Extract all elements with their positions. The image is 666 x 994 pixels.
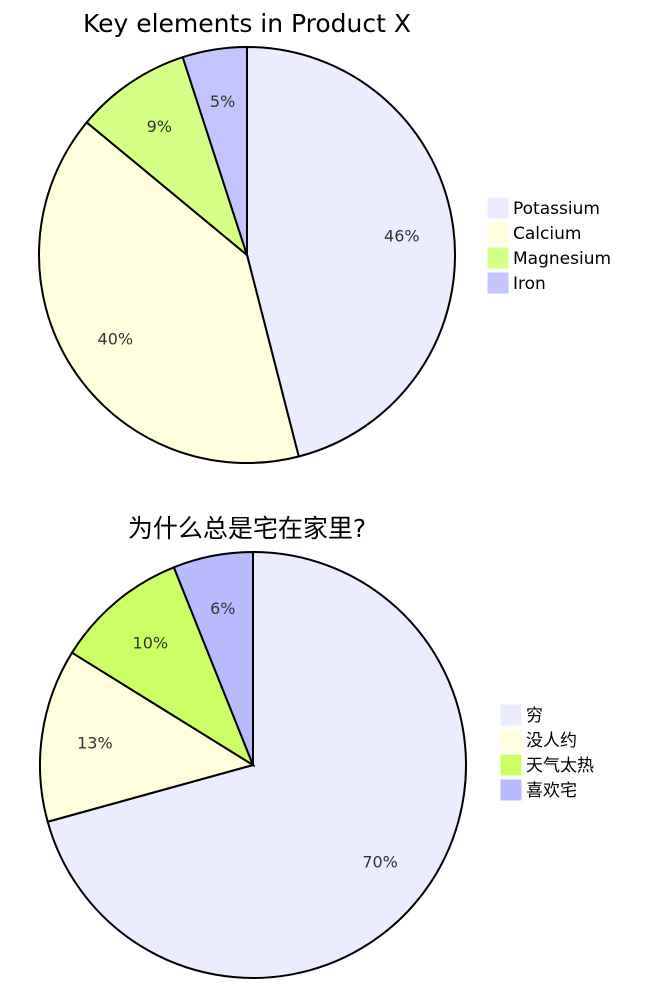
legend-swatch-0 <box>500 704 522 726</box>
chart-title: Key elements in Product X <box>83 9 411 38</box>
slice-label-1: 13% <box>77 733 113 752</box>
slice-label-0: 70% <box>362 853 398 872</box>
legend-swatch-1 <box>500 729 522 751</box>
slice-label-3: 6% <box>210 599 235 618</box>
legend-label-0: 穷 <box>526 706 543 726</box>
legend-label-0: Potassium <box>513 199 600 219</box>
pie-slice-1 <box>37 121 300 464</box>
slice-label-3: 5% <box>210 92 235 111</box>
pie-slice-2 <box>70 565 256 768</box>
pie-slice-0 <box>46 550 467 979</box>
slice-labels: 70% 13% 10% 6% <box>77 599 398 872</box>
legend-swatch-3 <box>487 272 509 294</box>
slice-label-2: 9% <box>147 117 172 136</box>
legend-swatch-0 <box>487 197 509 219</box>
legend-label-1: 没人约 <box>526 731 577 751</box>
slice-label-2: 10% <box>133 634 169 653</box>
legend-swatch-2 <box>500 754 522 776</box>
pie-slice-0 <box>246 45 456 458</box>
pie-slice-3 <box>172 550 254 766</box>
pie-slice-3 <box>181 45 248 256</box>
slice-label-1: 40% <box>98 330 134 349</box>
legend: Potassium Calcium Magnesium Iron <box>487 197 611 294</box>
legend-label-3: Iron <box>513 274 546 294</box>
legend-label-1: Calcium <box>513 224 581 244</box>
legend-label-3: 喜欢宅 <box>526 781 577 801</box>
pie-slice-1 <box>39 651 256 823</box>
legend-swatch-3 <box>500 779 522 801</box>
pie-slices <box>37 45 456 464</box>
pie-chart-product-x: Key elements in Product X 46% 40% 9% 5% Pot… <box>37 9 611 464</box>
legend-label-2: Magnesium <box>513 249 611 269</box>
chart-title: 为什么总是宅在家里? <box>128 514 366 543</box>
legend-swatch-1 <box>487 222 509 244</box>
pie-slice-2 <box>85 55 250 258</box>
slice-label-0: 46% <box>384 226 420 245</box>
slice-labels: 46% 40% 9% 5% <box>98 92 420 349</box>
pie-slices <box>39 550 467 979</box>
legend-swatch-2 <box>487 247 509 269</box>
legend-label-2: 天气太热 <box>526 756 594 776</box>
